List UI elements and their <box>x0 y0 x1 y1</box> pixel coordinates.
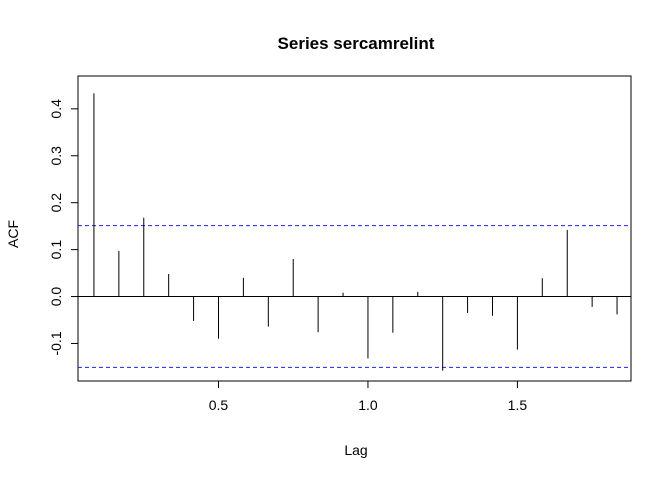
chart-marks: 0.5 1.0 1.5 -0.1 0.0 0.1 0.2 0.3 0.4 <box>48 93 631 413</box>
y-tick-label: 0.1 <box>48 240 64 260</box>
y-tick-label: 0.0 <box>48 287 64 307</box>
y-tick-label: 0.2 <box>48 193 64 213</box>
y-tick-label: 0.3 <box>48 146 64 166</box>
x-tick-label: 1.5 <box>508 397 528 413</box>
y-axis-label: ACF <box>5 220 21 248</box>
x-axis-label: Lag <box>344 442 367 458</box>
plot-frame <box>77 75 632 382</box>
x-tick-label: 1.0 <box>358 397 378 413</box>
y-tick-label: 0.4 <box>48 99 64 119</box>
chart-title: Series sercamrelint <box>278 34 435 53</box>
x-tick-label: 0.5 <box>209 397 229 413</box>
y-tick-label: -0.1 <box>48 331 64 355</box>
